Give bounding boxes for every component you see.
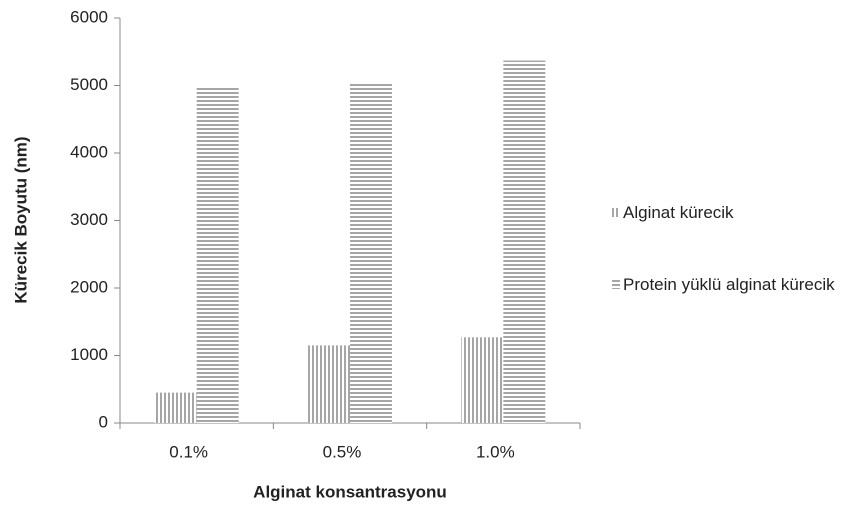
y-axis-title: Kürecik Boyutu (nm) (11, 136, 30, 303)
legend-swatch (612, 280, 620, 289)
y-tick-label: 1000 (70, 345, 108, 364)
bar (308, 345, 350, 423)
x-axis-title: Alginat konsantrasyonu (253, 482, 447, 501)
y-tick-label: 4000 (70, 142, 108, 161)
bar (350, 83, 392, 423)
legend-swatch (612, 208, 620, 217)
y-tick-label: 0 (99, 412, 108, 431)
y-tick-label: 5000 (70, 75, 108, 94)
legend-label: Alginat kürecik (623, 203, 734, 222)
y-tick-label: 6000 (70, 7, 108, 26)
x-tick-label: 0.1% (169, 442, 208, 461)
y-tick-label: 2000 (70, 277, 108, 296)
y-tick-label: 3000 (70, 210, 108, 229)
bar (196, 87, 239, 424)
x-tick-label: 0.5% (323, 442, 362, 461)
bar (154, 392, 197, 423)
legend-label: Protein yüklü alginat kürecik (623, 275, 835, 294)
bar (461, 337, 504, 423)
bar (503, 60, 546, 424)
x-tick-label: 1.0% (476, 442, 515, 461)
